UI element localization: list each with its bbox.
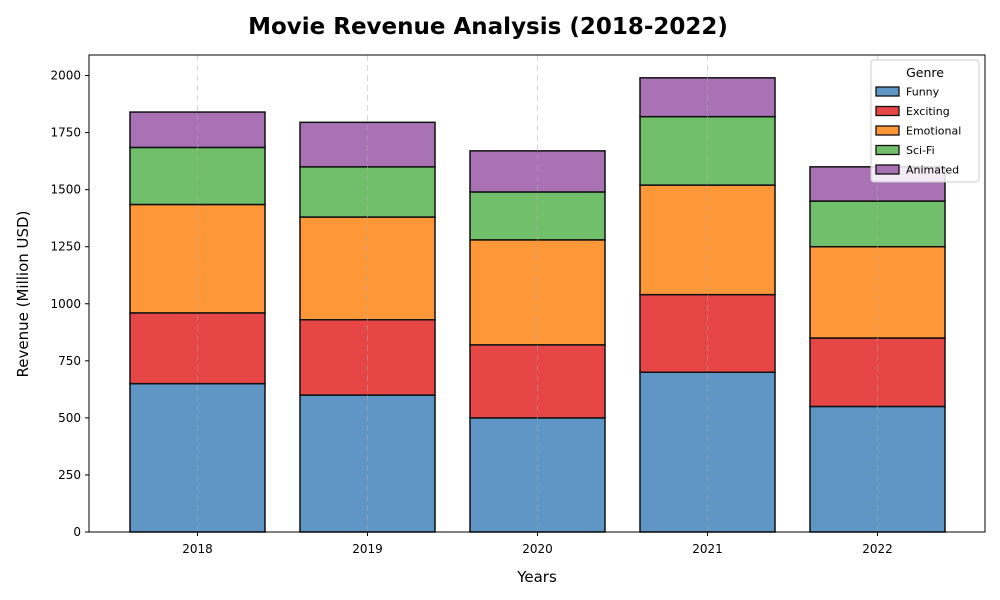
- y-tick-label: 500: [58, 411, 81, 425]
- y-tick-label: 1750: [50, 126, 81, 140]
- y-tick-label: 2000: [50, 69, 81, 83]
- legend-swatch-sci-fi: [875, 144, 900, 156]
- legend-label-animated: Animated: [906, 164, 959, 177]
- x-axis-label: Years: [516, 568, 557, 586]
- legend-label-funny: Funny: [906, 86, 940, 99]
- legend-label-exciting: Exciting: [906, 105, 950, 118]
- y-tick-label: 0: [73, 525, 81, 539]
- x-tick-label: 2018: [182, 542, 213, 556]
- legend-swatch-animated: [875, 164, 900, 175]
- y-tick-label: 250: [58, 468, 81, 482]
- legend-label-sci-fi: Sci-Fi: [906, 144, 935, 157]
- y-tick-label: 1000: [50, 297, 81, 311]
- x-tick-label: 2019: [352, 542, 383, 556]
- legend: Genre Funny Exciting Emotional Sci-Fi Animate…: [870, 59, 980, 183]
- y-tick-label: 1500: [50, 183, 81, 197]
- y-axis: 0 250 500 750 1000 1250 1500 1750 2000: [50, 69, 89, 539]
- x-axis: 2018 2019 2020 2021 2022: [182, 532, 893, 556]
- y-tick-label: 1250: [50, 240, 81, 254]
- legend-title: Genre: [906, 65, 944, 80]
- bar-segment-emotional-2019: [299, 216, 436, 321]
- chart-title: Movie Revenue Analysis (2018-2022): [248, 14, 728, 40]
- legend-swatch-emotional: [875, 125, 900, 136]
- y-axis-label: Revenue (Million USD): [14, 211, 32, 378]
- legend-label-emotional: Emotional: [906, 125, 961, 138]
- x-tick-label: 2021: [692, 542, 723, 556]
- x-tick-label: 2022: [862, 542, 893, 556]
- x-tick-label: 2020: [522, 542, 553, 556]
- y-tick-label: 750: [58, 354, 81, 368]
- legend-swatch-exciting: [875, 105, 900, 117]
- legend-swatch-funny: [875, 86, 900, 97]
- bar-segment-emotional-2022: [809, 245, 946, 339]
